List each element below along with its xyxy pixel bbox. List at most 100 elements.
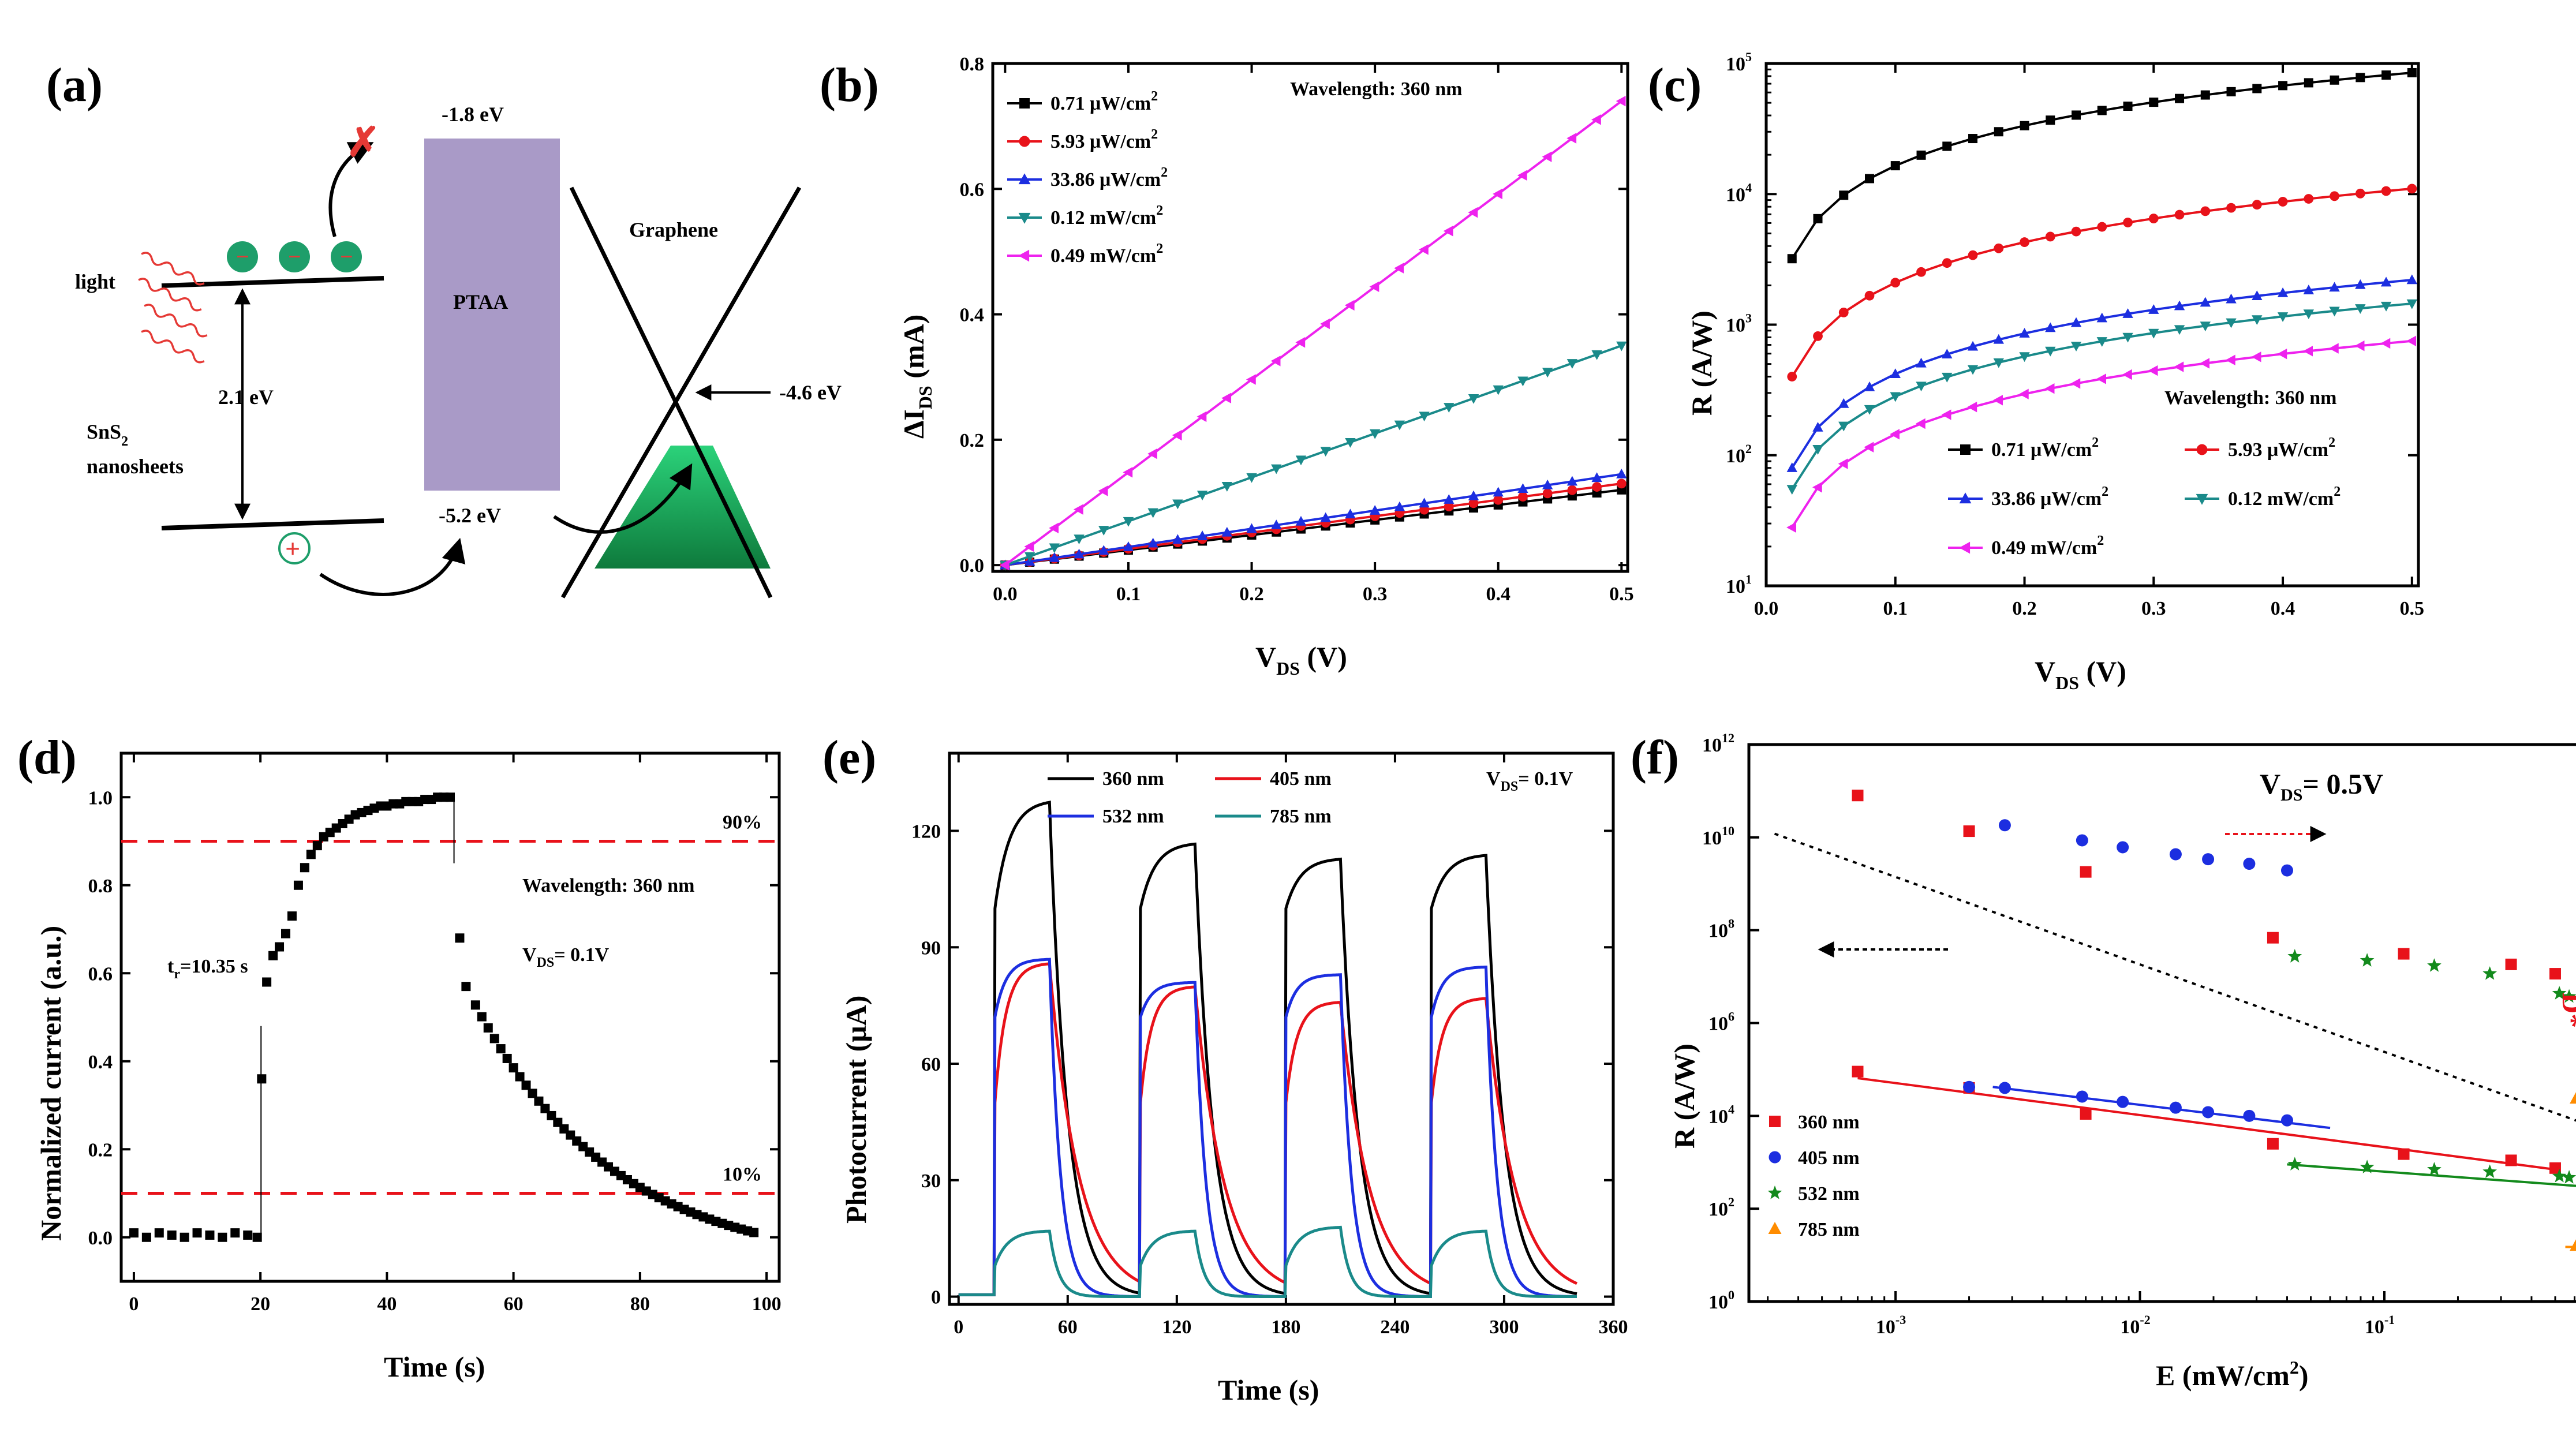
detectivity-point-2 [2482,966,2497,980]
data-point-b-1 [1592,482,1602,492]
data-point-b-4 [1493,188,1502,200]
series-line-e-1 [958,962,1578,1296]
data-point-d [275,942,285,952]
data-point-c-3 [2045,346,2056,357]
x-tick-label: 0 [129,1293,139,1315]
x-tick-label: 10-2 [2120,1312,2150,1338]
data-point-c-0 [2226,87,2236,96]
data-point-c-2 [2252,290,2263,300]
data-point-d [534,1096,544,1106]
data-point-c-2 [2380,276,2392,287]
data-point-c-2 [1890,368,1901,379]
data-point-c-2 [2019,328,2030,338]
y-tick-label: 104 [1708,1102,1734,1127]
data-point-b-3 [1369,429,1381,439]
electron-sign-1: − [236,244,249,270]
data-point-d [230,1228,240,1238]
data-point-c-2 [2174,300,2185,311]
data-point-c-0 [2381,70,2391,80]
data-point-c-3 [2355,304,2366,314]
data-point-b-4 [1049,522,1059,534]
data-point-c-1 [2381,186,2391,196]
data-point-b-4 [1073,504,1083,515]
data-point-b-2 [1369,505,1381,515]
x-tick-label: 80 [630,1293,650,1315]
data-point-b-4 [1616,95,1626,107]
data-point-c-4 [2018,388,2029,399]
data-point-b-3 [1049,543,1060,554]
detectivity-point-1 [2169,848,2182,861]
data-point-c-0 [2072,110,2081,120]
data-point-c-1 [2071,226,2081,237]
detectivity-point-0 [2080,866,2092,878]
y-tick-label: 106 [1708,1009,1734,1035]
data-point-d [154,1228,164,1238]
y-tick-label: 0.4 [88,1052,113,1073]
data-point-c-2 [1942,349,1953,359]
data-point-c-0 [1787,254,1797,264]
data-point-c-0 [1994,127,2003,137]
electrons: − − − [227,241,362,272]
reference-line-label-0: 90% [723,812,762,833]
data-point-c-4 [2122,369,2132,380]
sns2-valence-band [161,518,384,530]
legend-b-3-label-sup: 2 [1156,203,1163,218]
responsivity-point-2 [2562,1170,2576,1184]
plot-c-y-title: R (A/W) [1685,311,1718,416]
data-point-b-1 [1567,485,1577,495]
data-point-c-1 [2278,197,2288,207]
data-point-c-0 [2278,81,2288,91]
detectivity-point-2 [2427,958,2442,972]
responsivity-point-2 [2552,1169,2567,1183]
legend-b-1-label-sup: 2 [1151,127,1158,142]
data-point-c-1 [1838,307,1849,317]
detectivity-point-1 [2202,853,2215,866]
plot-b: 0.0 0.1 0.2 0.3 0.4 0.5 0.0 0.2 0.4 0.6 0.8 0.71 μ… [898,54,1634,679]
data-point-c-0 [2252,84,2262,94]
data-point-b-4 [999,559,1010,571]
nanosheets-label: nanosheets [87,455,184,478]
data-point-c-0 [2175,94,2185,103]
data-point-c-3 [2148,328,2159,339]
plot-e: 0 60 120 180 240 300 360 0 30 60 90 120 360 nm 405 n… [840,751,1628,1406]
ptaa-homo-label: -5.2 eV [439,504,501,527]
data-point-c-3 [2303,309,2315,320]
data-point-d [218,1232,227,1242]
x-tick-label: 60 [1058,1317,1078,1338]
data-point-d [300,863,309,873]
data-point-c-4 [1864,442,1874,453]
data-point-b-4 [1098,485,1108,496]
y-tick-label: 103 [1726,311,1752,336]
data-point-d [180,1232,189,1242]
x-tick-label: 0.3 [1363,584,1388,605]
y-tick-label: 0.0 [88,1228,113,1249]
data-point-b-2 [1197,530,1208,540]
detectivity-point-0 [1963,825,1975,837]
blocked-cross-icon: ✗ [346,121,380,165]
hole-transfer-arrow [319,537,466,596]
legend-c-0-label-sup: 2 [2092,435,2099,450]
data-point-b-2 [1616,469,1627,478]
data-point-c-2 [2355,279,2366,289]
data-point-b-3 [1246,473,1257,483]
data-point-b-2 [1049,552,1060,562]
graphene-label: Graphene [629,218,718,241]
data-point-c-4 [2070,378,2081,389]
plot-c: 0.0 0.1 0.2 0.3 0.4 0.5 101 102 103 104 105 0.71 μ… [1685,50,2424,693]
legend-f-1-marker [1769,1151,1781,1164]
detectivity-point-2 [2562,989,2576,1003]
panel-label-d: (d) [17,731,77,784]
data-point-b-2 [1419,498,1430,508]
data-point-b-4 [1172,429,1182,441]
plot-f-legend: 360 nm 405 nm 532 nm 785 nm [1767,1112,1860,1240]
data-point-c-0 [2200,90,2210,100]
data-point-c-4 [1941,409,1951,420]
fit-line-0 [1857,1076,2556,1171]
legend-f-0-label: 360 nm [1798,1112,1860,1133]
x-tick-label: 0.2 [1239,584,1264,605]
data-point-c-2 [2303,285,2315,294]
data-point-c-3 [2070,342,2082,351]
panel-label-a: (a) [46,58,103,112]
legend-b-0-label: 0.71 μW/cm2 [1050,89,1158,114]
data-point-c-4 [2303,346,2313,357]
